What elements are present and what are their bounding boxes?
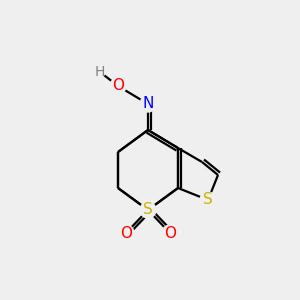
Text: O: O (112, 79, 124, 94)
Text: O: O (164, 226, 176, 241)
Circle shape (95, 67, 105, 77)
Circle shape (162, 225, 178, 241)
Circle shape (140, 96, 156, 112)
Circle shape (118, 225, 134, 241)
Circle shape (200, 192, 216, 208)
Text: H: H (95, 65, 105, 79)
Text: S: S (203, 193, 213, 208)
Text: S: S (143, 202, 153, 217)
Circle shape (110, 78, 126, 94)
Text: O: O (120, 226, 132, 241)
Text: N: N (142, 97, 154, 112)
Circle shape (140, 202, 156, 218)
